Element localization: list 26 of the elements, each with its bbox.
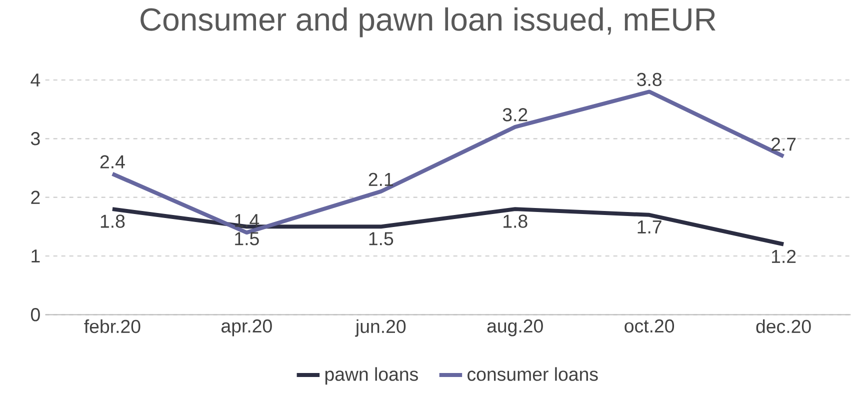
data-label: 2.7 xyxy=(772,138,796,151)
y-tick-label: 2 xyxy=(31,190,40,204)
data-label: 1.7 xyxy=(638,220,662,234)
data-label: 1.8 xyxy=(504,214,528,228)
data-label: 1.5 xyxy=(235,232,259,246)
x-tick-label: oct.20 xyxy=(624,320,674,333)
x-tick-label: dec.20 xyxy=(756,320,811,334)
x-tick-label: apr.20 xyxy=(222,320,272,336)
legend-label: consumer loans xyxy=(468,367,598,382)
data-label: 3.2 xyxy=(502,108,528,122)
x-tick-label: jun.20 xyxy=(355,320,406,337)
data-label: 1.5 xyxy=(369,232,394,246)
data-label: 1.2 xyxy=(772,250,796,264)
data-label: 2.4 xyxy=(100,155,125,168)
data-label: 1.4 xyxy=(235,214,260,228)
data-label: 1.8 xyxy=(100,214,125,228)
chart-title: Consumer and pawn loan issued, mEUR xyxy=(140,8,716,38)
data-label: 2.1 xyxy=(368,172,393,186)
y-tick-label: 0 xyxy=(30,308,40,322)
y-tick-label: 3 xyxy=(30,132,40,146)
y-tick-label: 1 xyxy=(32,250,40,263)
y-tick-label: 4 xyxy=(30,74,40,87)
x-tick-label: febr.20 xyxy=(84,320,140,334)
x-tick-label: aug.20 xyxy=(487,320,543,336)
legend-label: pawn loans xyxy=(325,367,418,385)
data-label: 3.8 xyxy=(637,73,662,86)
